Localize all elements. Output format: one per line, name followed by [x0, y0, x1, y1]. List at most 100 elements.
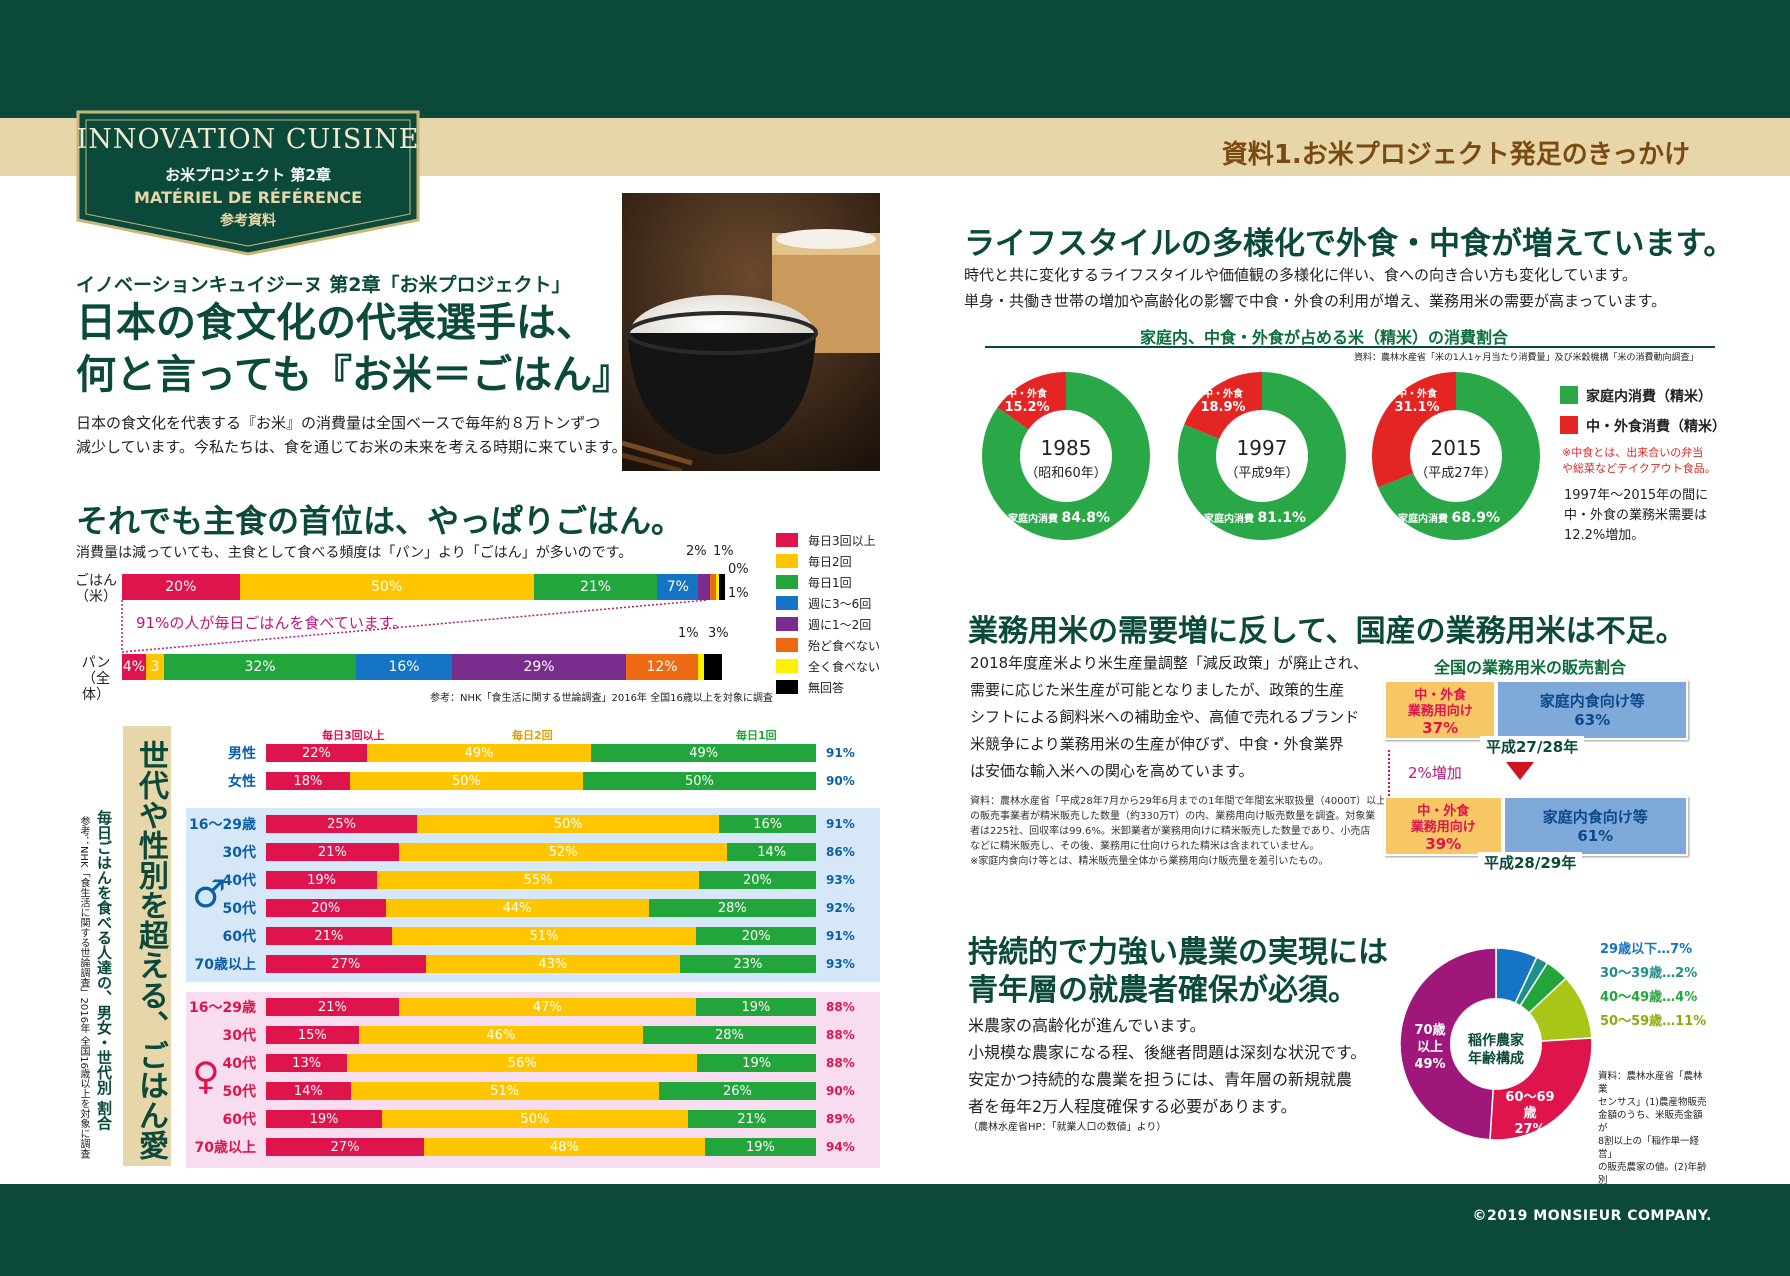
generation-bar-segment: 28% — [648, 899, 816, 917]
generation-bar-label: 14% — [293, 1083, 323, 1099]
donut-out-caption: 中・外食 — [1007, 389, 1047, 400]
generation-bar-label: 28% — [717, 900, 747, 916]
generation-bar-label: 16% — [753, 816, 783, 832]
generation-bar-segment: 52% — [398, 843, 728, 861]
generation-bar-label: 27% — [331, 956, 361, 972]
farm-pie-source-line: 資料：農林水産省「農林業 — [1598, 1071, 1703, 1095]
donut-home-value: 81.1% — [1257, 510, 1307, 526]
generation-bar-segment: 22% — [266, 744, 367, 762]
generation-bar-segment: 23% — [679, 955, 816, 973]
gyomu-increase-label: 2%増加 — [1408, 764, 1462, 782]
summary-line-2: 中・外食の業務米需要は — [1564, 508, 1708, 523]
donut-home-value: 84.8% — [1061, 510, 1111, 526]
generation-bar-segment: 28% — [642, 1026, 816, 1044]
generation-bar-label: 51% — [490, 1083, 520, 1099]
generation-bar-label: 27% — [330, 1139, 360, 1155]
legend-swatch — [776, 596, 798, 610]
lifestyle-body-line1: 時代と共に変化するライフスタイルや価値観の多様化に伴い、食への向き合い方も変化し… — [964, 266, 1638, 284]
document-reference-title: 資料1.お米プロジェクト発足のきっかけ — [1221, 140, 1690, 170]
generation-bar-segment: 16% — [719, 815, 816, 833]
legend-swatch — [776, 617, 798, 631]
farm-body-line: 小規模な農家になる程、後継者問題は深刻な状況です。 — [968, 1043, 1367, 1062]
generation-row-total: 93% — [826, 957, 855, 971]
generation-bar-label: 52% — [548, 844, 578, 860]
generation-bar-label: 25% — [327, 816, 356, 832]
generation-bar-label: 20% — [311, 900, 341, 916]
generation-row-total: 91% — [826, 929, 855, 943]
rice-callout-d: 1% — [728, 586, 749, 601]
donut-home-value: 68.9% — [1451, 510, 1501, 526]
legend-item: 全く食べない — [776, 656, 880, 676]
generation-bar-label: 13% — [292, 1055, 322, 1071]
gyomu-chart: 中・外食 業務用向け 37% 家庭内食向け等 63% 平成27/28年 中・外食 業務用向け 3… — [1384, 676, 1694, 876]
staple-legend: 毎日3回以上 毎日2回 毎日1回 週に3〜6回 週に1〜2回 殆ど食べない 全く食べない 無回… — [776, 530, 886, 700]
lifestyle-heading: ライフスタイルの多様化で外食・中食が増えています。 — [964, 226, 1735, 262]
gyomu-out-box: 中・外食 業務用向け 37% — [1384, 680, 1497, 740]
generation-bar-segment: 21% — [266, 998, 399, 1016]
generation-bar-label: 50% — [451, 773, 481, 789]
bread-row-label-2: （全体） — [82, 671, 110, 703]
slice-label-70: 70歳 以上 49% — [1408, 1022, 1452, 1073]
rice-segment-1: 50% — [239, 574, 534, 600]
generation-row-label: 50代 — [222, 1084, 256, 1100]
generation-bar-label: 21% — [317, 999, 347, 1015]
generation-bar-segment: 43% — [425, 955, 680, 973]
generation-bar-label: 47% — [532, 999, 562, 1015]
generation-bar-segment: 15% — [266, 1026, 359, 1044]
generation-vertical-source: 参考：NHK「食生活に関する世論調査」2016年 全国16歳以上を対象に調査 — [78, 816, 89, 1159]
bread-segment-label: 32% — [244, 659, 276, 675]
gyomu-home-value: 63% — [1574, 711, 1611, 729]
staple-subtitle: 消費量は減っていても、主食として食べる頻度は「パン」より「ごはん」が多いのです。 — [76, 545, 633, 561]
generation-bar-segment: 19% — [695, 998, 816, 1016]
legend-out-label: 中・外食消費（精米） — [1586, 419, 1726, 435]
donut-year: 1985 — [1040, 436, 1092, 460]
gyomu-home-box: 家庭内食向け等 61% — [1502, 796, 1688, 856]
rice-row-label: ごはん （米） — [74, 573, 118, 605]
generation-row-label: 女性 — [228, 774, 256, 790]
badge-reference-jp: 参考資料 — [220, 213, 276, 229]
farm-pie-slice — [1399, 947, 1497, 1141]
donut-out-value: 15.2% — [1004, 400, 1050, 415]
generation-bar-segment: 46% — [358, 1026, 643, 1044]
bread-segment-1: 3 — [146, 654, 164, 680]
staple-source: 参考：NHK「食生活に関する世論調査」2016年 全国16歳以上を対象に調査 — [430, 693, 773, 704]
slice-label-59: 50〜59歳…11% — [1600, 1014, 1707, 1029]
generation-bar-label: 49% — [464, 745, 494, 761]
generation-title-band — [123, 726, 171, 1166]
rice-segment-7 — [719, 574, 725, 600]
gyomu-body-line: は安価な輸入米への関心を高めています。 — [970, 762, 1254, 780]
generation-bar-segment: 13% — [266, 1054, 348, 1072]
bread-segment-label: 4% — [122, 659, 146, 675]
legend-label: 週に3〜6回 — [808, 596, 872, 611]
donut-svg — [1372, 372, 1540, 540]
donut-hole — [1020, 410, 1112, 502]
generation-row-total: 88% — [826, 1056, 855, 1070]
generation-bar-label: 50% — [520, 1111, 550, 1127]
ninety-one-percent-guide — [121, 599, 709, 653]
gyomu-year-label: 平成28/29年 — [1478, 852, 1583, 873]
slice-label-69-b: 27% — [1514, 1122, 1546, 1137]
generation-row-label: 30代 — [222, 845, 256, 861]
generation-bar-segment: 50% — [582, 772, 816, 790]
legend-note-1: ※中食とは、出来合いの弁当 — [1562, 446, 1704, 459]
generation-bar-segment: 50% — [382, 1110, 688, 1128]
donut-out-value: 18.9% — [1200, 400, 1246, 415]
generation-bar-segment: 27% — [266, 1138, 424, 1156]
generation-row-label: 40代 — [222, 1056, 256, 1072]
male-group-bg — [186, 808, 880, 982]
rice-segment-label: 20% — [165, 579, 197, 595]
bread-segment-4: 29% — [452, 654, 626, 680]
legend-swatch — [776, 554, 798, 568]
gyomu-body-line: 需要に応じた米生産が可能となりましたが、政策的生産 — [970, 681, 1345, 699]
chapter-badge: INNOVATION CUISINE お米プロジェクト 第2章 MATÉRIEL… — [74, 108, 422, 258]
summary-line-3: 12.2%増加。 — [1564, 528, 1645, 543]
generation-bar-label: 28% — [715, 1027, 744, 1043]
rice-segment-label: 7% — [666, 579, 689, 595]
generation-bar-label: 15% — [297, 1027, 327, 1043]
bread-frequency-bar: 4% 3 32% 16% 29% 12% — [122, 654, 722, 680]
consumption-source: 資料：農林水産省「米の1人1ヶ月当たり消費量」及び米穀機構「米の消費動向調査」 — [1354, 353, 1699, 363]
generation-bar-label: 46% — [486, 1027, 516, 1043]
generation-bar-label: 21% — [737, 1111, 767, 1127]
gyomu-body-line: 2018年度産米より米生産量調整「減反政策」が廃止され、 — [970, 654, 1369, 672]
generation-bar-label: 43% — [538, 956, 568, 972]
